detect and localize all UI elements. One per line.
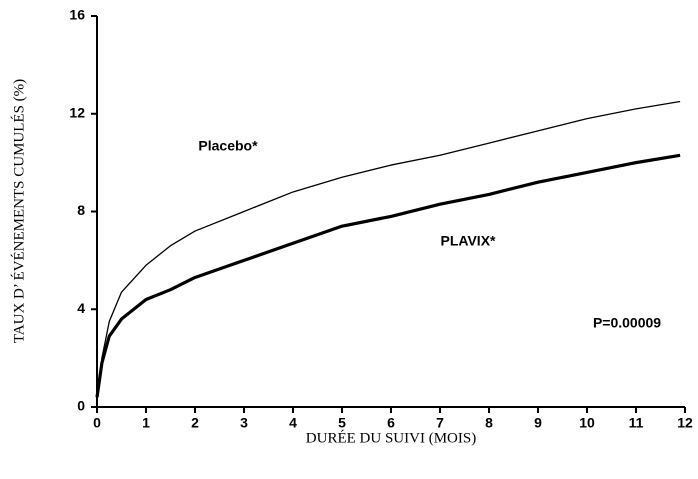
- series-line: [95, 153, 681, 398]
- x-tick-label: 7: [436, 415, 444, 431]
- x-tick-label: 2: [191, 415, 199, 431]
- x-tick-label: 4: [289, 415, 297, 431]
- x-axis-label: DURÉE DU SUIVI (MOIS): [306, 429, 476, 446]
- x-tick-label: 11: [629, 415, 644, 431]
- x-tick-label: 6: [387, 415, 395, 431]
- x-tick-label: 10: [579, 415, 595, 431]
- series-line: [96, 100, 681, 398]
- series-label: Placebo*: [198, 138, 258, 154]
- y-tick-label: 4: [77, 300, 85, 316]
- x-tick-label: 12: [677, 415, 693, 431]
- x-tick-label: 8: [485, 415, 493, 431]
- series-label: PLAVIX*: [441, 233, 497, 249]
- y-tick-label: 8: [77, 202, 85, 218]
- y-axis-label: TAUX D’ ÉVÉNEMENTS CUMULÉS (%): [10, 79, 27, 343]
- x-tick-label: 0: [93, 415, 101, 431]
- y-tick-label: 16: [69, 7, 85, 23]
- x-tick-label: 9: [534, 415, 542, 431]
- x-tick-label: 3: [240, 415, 248, 431]
- y-tick-label: 0: [77, 398, 85, 414]
- x-tick-label: 1: [142, 415, 150, 431]
- x-tick-label: 5: [338, 415, 346, 431]
- y-tick-label: 12: [69, 104, 85, 120]
- annotation: P=0.00009: [593, 315, 661, 331]
